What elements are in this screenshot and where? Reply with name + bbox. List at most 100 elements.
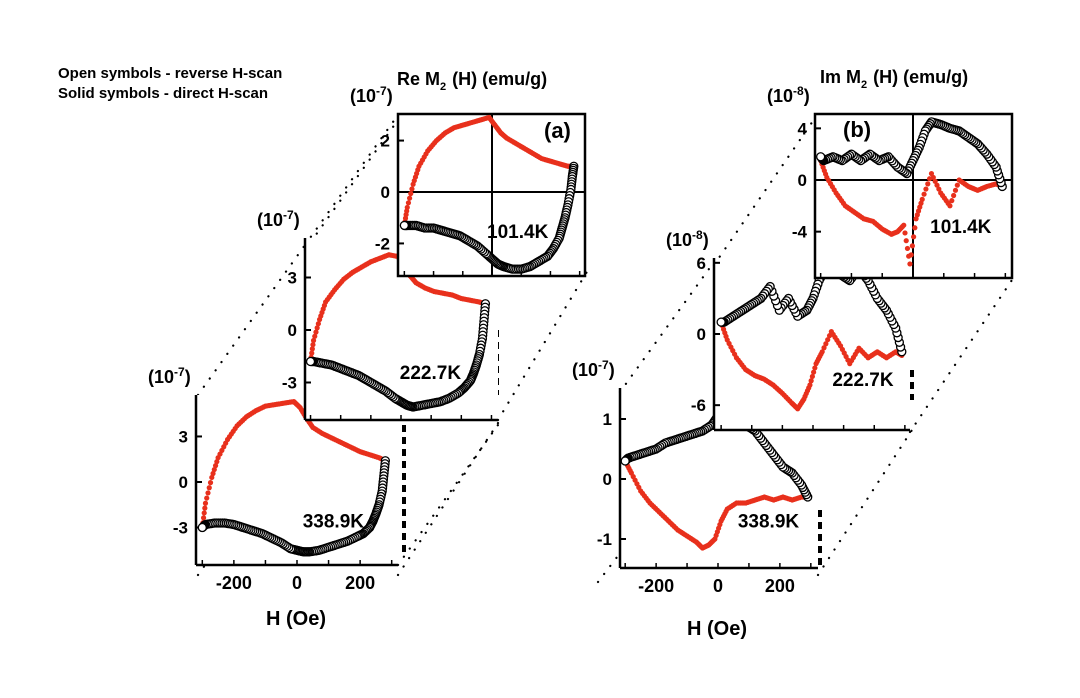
data-point-direct — [930, 174, 936, 181]
panel-b-title-sub: 2 — [861, 79, 867, 91]
connector-line — [396, 418, 502, 577]
data-point-direct — [919, 196, 925, 202]
scale-label: (10-7) — [572, 358, 615, 380]
data-point-direct — [200, 515, 207, 521]
x-tick-label: 0 — [292, 573, 302, 593]
connector-line — [908, 278, 1014, 434]
data-point-direct — [928, 170, 935, 177]
connector-line — [303, 118, 400, 252]
y-tick-label: -2 — [375, 234, 390, 253]
scale-base: (10 — [572, 360, 598, 380]
data-point-direct — [909, 243, 915, 249]
y-tick-label: 0 — [179, 473, 188, 492]
x-tick-label: 200 — [345, 573, 375, 593]
scale-label: (10-8) — [666, 228, 709, 250]
y-tick-label: 0 — [603, 470, 612, 489]
data-point-reverse — [816, 152, 826, 162]
data-point-direct — [808, 378, 814, 384]
data-point-direct — [209, 474, 215, 481]
x-tick-label: 0 — [713, 576, 723, 596]
connector-line — [712, 116, 817, 267]
data-point-direct — [912, 225, 918, 231]
series-reverse — [399, 161, 579, 274]
data-point-direct — [407, 195, 413, 201]
scale-base: (10 — [767, 86, 793, 106]
x-tick-label: -200 — [216, 573, 252, 593]
data-point-direct — [202, 500, 209, 506]
data-point-direct — [207, 480, 214, 486]
data-point-direct — [904, 245, 911, 252]
scale-exponent: -8 — [793, 84, 804, 98]
plot-background — [714, 258, 910, 430]
y-tick-label: -3 — [282, 374, 297, 393]
y-tick-label: 0 — [288, 321, 297, 340]
panel-a-title-suffix: (H) (emu/g) — [452, 69, 547, 89]
panel-b-title-suffix: (H) (emu/g) — [873, 67, 968, 87]
scale-exponent: -8 — [692, 228, 703, 242]
data-point-direct — [404, 204, 410, 211]
panel-b-title: Im M2 (H) (emu/g) — [820, 67, 968, 91]
data-point-direct — [819, 349, 825, 355]
scale-label: (10-8) — [767, 84, 810, 106]
data-point-direct — [204, 495, 210, 501]
scale-close: ) — [294, 210, 300, 230]
data-point-direct — [205, 490, 211, 496]
panel-a-title: Re M2 (H) (emu/g) — [397, 69, 547, 93]
panel-b-title-prefix: Im M — [820, 67, 861, 87]
y-tick-label: 1 — [603, 410, 612, 429]
data-point-direct — [309, 346, 315, 352]
subplot-b-101.4K: -4 0 4 (10-8) 101.4K — [767, 84, 1014, 280]
scale-base: (10 — [257, 210, 283, 230]
data-point-direct — [952, 187, 959, 193]
temperature-label: 338.9K — [303, 512, 365, 533]
data-point-reverse — [197, 522, 207, 533]
data-point-direct — [202, 505, 208, 511]
x-tick-label: -200 — [638, 576, 674, 596]
data-point-reverse — [716, 317, 726, 327]
temperature-label: 101.4K — [487, 222, 549, 243]
data-point-direct — [821, 345, 827, 351]
connector-line — [816, 428, 914, 577]
scale-base: (10 — [666, 230, 692, 250]
data-point-direct — [408, 190, 414, 197]
data-point-direct — [206, 485, 212, 491]
y-tick-label: -3 — [173, 519, 188, 538]
y-tick-label: 3 — [288, 269, 297, 288]
panel-a-title-prefix: Re M — [397, 69, 440, 89]
data-point-direct — [934, 182, 940, 188]
y-tick-label: -4 — [792, 223, 808, 242]
data-point-direct — [907, 261, 913, 267]
scale-close: ) — [609, 360, 615, 380]
data-point-reverse — [620, 456, 630, 466]
y-tick-label: 2 — [381, 132, 390, 151]
data-point-direct — [309, 350, 315, 356]
connector-line — [496, 268, 590, 422]
data-point-direct — [310, 342, 316, 348]
series-reverse — [816, 117, 1007, 192]
data-point-direct — [201, 510, 207, 516]
data-point-direct — [409, 186, 415, 192]
data-point-direct — [925, 181, 931, 187]
data-point-direct — [809, 373, 815, 380]
temperature-label: 222.7K — [400, 363, 462, 384]
data-point-direct — [811, 369, 817, 375]
panel-a-label: (a) — [544, 118, 571, 143]
scale-label: (10-7) — [148, 365, 191, 387]
scale-base: (10 — [148, 367, 174, 387]
legend-open-symbols: Open symbols - reverse H-scan — [58, 65, 282, 82]
y-tick-label: 0 — [697, 325, 706, 344]
y-tick-label: -1 — [597, 530, 612, 549]
series-direct — [401, 114, 577, 229]
scale-exponent: -7 — [174, 365, 185, 379]
connector-line — [618, 260, 716, 394]
panel-b-x-title: H (Oe) — [687, 618, 747, 640]
y-tick-label: 4 — [798, 119, 808, 138]
y-tick-label: 0 — [381, 183, 390, 202]
data-point-direct — [807, 382, 813, 388]
x-tick-label: 200 — [765, 576, 795, 596]
subplot-b-222.7K: -6 0 6 (10-8) 222.7K — [666, 228, 910, 432]
data-point-direct — [214, 459, 220, 465]
data-point-direct — [949, 198, 955, 204]
connector-line — [196, 243, 307, 397]
